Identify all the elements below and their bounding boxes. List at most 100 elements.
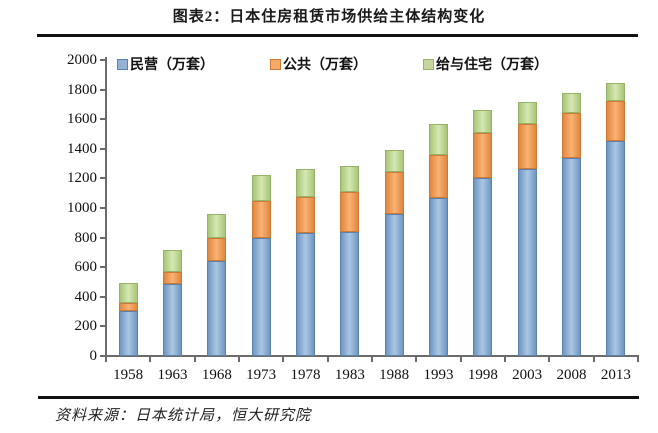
bar-segment-2008-s1 [562,113,581,159]
bar-segment-1973-s0 [251,238,271,356]
y-tick-label: 1000 [67,200,97,216]
x-tick [504,357,506,362]
y-tick [100,355,105,357]
y-tick-label: 2000 [67,52,97,68]
y-tick [100,266,105,269]
legend-item-1: 公共（万套） [270,54,367,74]
y-tick [100,295,105,298]
source-note: 资料来源：日本统计局，恒大研究院 [55,408,312,424]
legend-swatch-icon [117,58,128,70]
bar-segment-1968-s2 [207,213,227,238]
x-tick [371,357,373,362]
bar-segment-1978-s1 [296,196,315,234]
legend-swatch-icon [423,58,434,70]
x-tick [238,357,240,362]
bottom-divider [38,396,639,399]
bar-segment-1968-s0 [207,260,227,356]
bar-segment-2008-s0 [562,158,581,356]
legend-label: 公共（万套） [283,58,367,73]
x-tick-label: 1978 [290,367,321,383]
x-tick [193,357,196,362]
y-tick-label: 0 [89,348,98,364]
bar-segment-1988-s0 [384,213,404,356]
y-tick [100,207,105,209]
x-tick-label: 2013 [600,367,631,383]
y-axis-line [105,57,107,357]
bar-segment-2003-s0 [517,168,537,356]
bar-segment-1993-s0 [429,198,448,356]
x-tick [149,357,152,362]
x-tick-label: 1968 [201,367,232,383]
bar-segment-1968-s1 [207,237,227,261]
legend-item-0: 民营（万套） [117,54,214,74]
x-tick-label: 1963 [157,367,188,383]
y-tick-label: 200 [74,318,98,335]
y-tick [100,236,105,239]
x-tick [326,357,329,362]
y-tick [100,118,105,121]
x-tick [548,357,551,362]
x-tick [105,357,107,362]
x-axis-line [104,355,639,357]
chart-legend: 民营（万套） 公共（万套） 给与住宅（万套） [117,54,548,74]
x-tick-label: 1973 [246,367,277,383]
y-tick-label: 1800 [67,81,97,98]
bar-segment-1978-s2 [296,168,315,197]
legend-swatch-icon [270,58,281,70]
bar-segment-1958-s0 [118,310,138,356]
bar-segment-1983-s2 [340,165,360,192]
legend-label: 给与住宅（万套） [436,58,548,73]
bar-segment-2003-s1 [517,124,537,169]
bar-segment-1983-s0 [340,232,360,356]
chart-title: 图表2：日本住房租赁市场供给主体结构变化 [172,9,486,25]
bar-segment-1973-s1 [251,200,271,239]
y-tick [100,59,105,61]
bar-segment-1978-s0 [296,233,315,356]
x-tick [592,357,595,362]
bar-segment-1993-s1 [429,155,448,199]
x-tick-label: 1993 [423,367,454,383]
y-tick-label: 1400 [67,140,97,157]
x-tick-label: 1983 [334,367,365,383]
y-tick-label: 1600 [67,111,97,128]
x-tick [282,357,285,362]
bar-segment-2013-s0 [606,140,626,356]
x-tick [459,357,462,362]
y-tick [100,325,105,328]
bar-segment-2003-s2 [517,102,537,125]
bar-segment-1998-s1 [473,132,493,178]
bar-segment-1963-s2 [163,250,182,273]
bar-segment-1973-s2 [251,174,271,201]
x-tick-label: 1998 [467,367,498,383]
y-tick [100,177,105,180]
y-tick [100,88,105,91]
bar-segment-2013-s1 [606,100,626,141]
bar-segment-1963-s1 [163,272,182,285]
x-tick-label: 2008 [556,367,587,383]
top-divider [37,34,638,37]
bar-segment-1993-s2 [429,124,448,156]
x-tick-label: 1988 [379,367,410,383]
bar-segment-1958-s2 [118,283,138,303]
bar-segment-1958-s1 [118,302,138,311]
x-tick-label: 1958 [113,367,144,383]
y-tick-label: 600 [74,259,98,276]
x-tick [415,357,418,362]
bar-segment-2013-s2 [606,82,626,101]
bar-segment-1963-s0 [163,284,182,356]
x-tick [637,357,639,362]
legend-item-2: 给与住宅（万套） [423,54,548,74]
bar-segment-1988-s2 [384,149,404,173]
y-tick-label: 1200 [67,170,97,187]
legend-label: 民营（万套） [130,58,214,73]
y-tick [100,147,105,150]
bar-segment-1998-s0 [473,177,493,356]
bar-segment-1998-s2 [473,109,493,133]
bar-segment-2008-s2 [562,93,581,114]
bar-segment-1983-s1 [340,191,360,233]
x-tick-label: 2003 [512,367,543,383]
bar-segment-1988-s1 [384,172,404,214]
y-tick-label: 400 [74,288,98,305]
